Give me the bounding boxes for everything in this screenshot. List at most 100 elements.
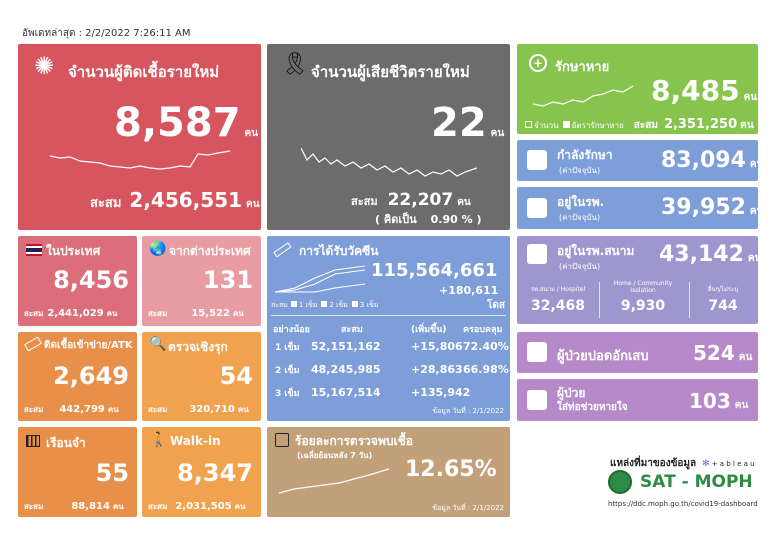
legend-dose3: 3 เข็ม	[359, 301, 379, 309]
field-hospital-title: อยู่ในรพ.สนาม	[557, 244, 635, 258]
recovered-acc-unit: คน	[740, 120, 754, 131]
treating-title: กำลังรักษา	[557, 148, 613, 162]
prison-acc-label: สะสม	[24, 502, 44, 511]
deaths-acc-label: สะสม	[351, 195, 378, 208]
pneumonia-card[interactable]: ผู้ป่วยปอดอักเสบ 524 คน	[517, 332, 758, 373]
atk-card[interactable]: ติดเชื้อเข้าข่าย/ATK 2,649 สะสม 442,799 …	[18, 332, 137, 421]
positivity-card[interactable]: ร้อยละการตรวจพบเชื้อ (เฉลี่ยย้อนหลัง 7 ว…	[267, 427, 510, 517]
new-cases-unit: คน	[244, 128, 259, 139]
atk-acc-value: 442,799	[59, 404, 105, 415]
deaths-trend	[301, 147, 477, 177]
moph-logo-icon	[608, 470, 632, 494]
plus-icon: +	[529, 54, 547, 72]
recovered-unit: คน	[743, 92, 758, 103]
new-cases-acc-value: 2,456,551	[129, 188, 243, 212]
prison-card[interactable]: เรือนจำ 55 สะสม 88,814 คน	[18, 427, 137, 517]
vaccine-total: 115,564,661	[371, 260, 498, 281]
vaccine-header-cov: ครอบคลุม	[463, 325, 503, 335]
domestic-card[interactable]: ในประเทศ 8,456 สะสม 2,441,029 คน	[18, 236, 137, 326]
virus-icon: ✺	[34, 52, 55, 80]
globe-icon: 🌏	[149, 241, 167, 257]
domestic-title: ในประเทศ	[46, 244, 101, 258]
vaccine-unit: โดส	[487, 300, 505, 311]
abroad-card[interactable]: 🌏 จากต่างประเทศ 131 สะสม 15,522 คน	[142, 236, 261, 326]
ventilator-card[interactable]: ผู้ป่วย ใส่ท่อช่วยหายใจ 103 คน	[517, 379, 758, 421]
recovered-acc-label: สะสม	[633, 120, 658, 131]
treating-unit: คน	[749, 159, 758, 170]
active-search-title: ตรวจเชิงรุก	[168, 340, 228, 354]
hospital-icon	[527, 198, 547, 218]
legend-rate-box	[562, 121, 570, 128]
prison-acc-unit: คน	[112, 502, 124, 511]
prison-value: 55	[95, 459, 129, 487]
vaccine-row-dose: 2 เข็ม	[275, 366, 300, 376]
field-col1-label: รพ.สนาม / Hospitel	[530, 286, 586, 293]
abroad-acc-label: สะสม	[148, 309, 168, 318]
tableau-wordmark: + a b l e a u	[711, 460, 755, 468]
field-col2-value: 9,930	[620, 298, 666, 314]
deaths-acc-value: 22,207	[387, 190, 454, 210]
field-col3-label: อื่นๆ/ไม่ระบุ	[707, 286, 739, 293]
ventilator-title-1: ผู้ป่วย	[557, 386, 586, 400]
new-cases-card[interactable]: ✺ จำนวนผู้ติดเชื้อรายใหม่ 8,587 คน สะสม …	[18, 44, 261, 230]
abroad-acc-value: 15,522	[191, 308, 230, 319]
positivity-date: ข้อมูล วันที่ : 2/1/2022	[432, 504, 504, 512]
magnifier-icon: 🔍	[149, 336, 167, 352]
field-col2-label: Home / Community Isolation	[613, 280, 673, 294]
vaccine-row-cov: 66.98%	[463, 363, 509, 376]
walkin-value: 8,347	[177, 459, 253, 487]
prison-acc-value: 88,814	[71, 501, 110, 512]
field-hospital-value: 43,142	[659, 242, 744, 267]
atk-acc-unit: คน	[107, 405, 119, 414]
active-search-acc-value: 320,710	[189, 404, 235, 415]
walking-person-icon: 🚶	[150, 432, 168, 448]
pneumonia-value: 524	[693, 341, 735, 365]
treating-sub: (ค่าปัจจุบัน)	[559, 166, 601, 175]
recovered-card[interactable]: + รักษาหาย 8,485 คน จำนวน อัตรารักษาหาย …	[517, 44, 758, 134]
ventilator-unit: คน	[734, 400, 749, 411]
active-search-acc-unit: คน	[237, 405, 249, 414]
new-cases-acc-label: สะสม	[90, 196, 122, 211]
walkin-card[interactable]: 🚶 Walk-in 8,347 สะสม 2,031,505 คน	[142, 427, 261, 517]
legend-dose1: 1 เข็ม	[298, 301, 318, 309]
deaths-card[interactable]: 🎗 จำนวนผู้เสียชีวิตรายใหม่ 22 คน สะสม 22…	[267, 44, 510, 230]
walkin-acc-label: สะสม	[148, 502, 168, 511]
deaths-acc-unit: คน	[457, 197, 471, 208]
vaccine-row-acc: 52,151,162	[311, 340, 381, 353]
field-divider-2	[689, 282, 690, 318]
field-hospital-card[interactable]: อยู่ในรพ.สนาม (ค่าปัจจุบัน) 43,142 คน รพ…	[517, 236, 758, 324]
atk-acc-label: สะสม	[24, 405, 44, 414]
treating-value: 83,094	[661, 148, 746, 173]
syringe-icon	[273, 242, 292, 258]
treating-card[interactable]: กำลังรักษา (ค่าปัจจุบัน) 83,094 คน	[517, 140, 758, 181]
domestic-acc-label: สะสม	[24, 309, 44, 318]
legend-dose3-box	[351, 301, 358, 307]
domestic-value: 8,456	[53, 266, 129, 294]
hospital-title: อยู่ในรพ.	[557, 195, 605, 209]
field-col1-value: 32,468	[530, 298, 586, 314]
vaccine-row-acc: 15,167,514	[311, 386, 381, 399]
positivity-trend	[279, 468, 389, 494]
source-panel: แหล่งที่มาของข้อมูล ✻ + a b l e a u SAT …	[560, 452, 760, 512]
recovered-value: 8,485	[651, 74, 740, 107]
walkin-acc-unit: คน	[234, 502, 246, 511]
vaccine-trend	[275, 265, 365, 293]
active-search-card[interactable]: 🔍 ตรวจเชิงรุก 54 สะสม 320,710 คน	[142, 332, 261, 421]
recovered-title: รักษาหาย	[555, 60, 610, 75]
pneumonia-title: ผู้ป่วยปอดอักเสบ	[557, 349, 649, 364]
vaccine-legend-prefix: สะสม	[271, 301, 288, 309]
vaccine-card[interactable]: การได้รับวัคซีน 115,564,661 +180,611 สะส…	[267, 236, 510, 421]
hospital-card[interactable]: อยู่ในรพ. (ค่าปัจจุบัน) 39,952 คน	[517, 187, 758, 229]
field-hospital-sub: (ค่าปัจจุบัน)	[559, 262, 601, 271]
domestic-acc-value: 2,441,029	[47, 308, 104, 319]
deaths-pct-label: ( คิดเป็น	[375, 213, 417, 226]
tableau-icon: ✻	[702, 459, 710, 469]
active-search-value: 54	[219, 362, 253, 390]
atk-title: ติดเชื้อเข้าข่าย/ATK	[44, 340, 133, 351]
legend-dose2-box	[321, 301, 328, 307]
hospital-value: 39,952	[661, 195, 746, 220]
vaccine-row-dose: 3 เข็ม	[275, 389, 300, 399]
abroad-acc-unit: คน	[232, 309, 244, 318]
legend-rate: อัตรารักษาหาย	[571, 121, 624, 130]
deaths-title: จำนวนผู้เสียชีวิตรายใหม่	[311, 63, 470, 81]
